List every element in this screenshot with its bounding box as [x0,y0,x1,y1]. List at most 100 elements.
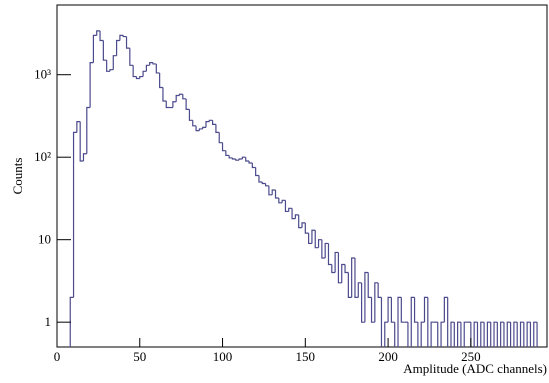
histogram-bin [96,30,101,36]
x-tick-label: 100 [213,349,233,364]
histogram-bin [221,142,226,152]
histogram-bin [195,125,200,132]
histogram-bin [490,322,492,347]
histogram-bin [457,321,461,347]
histogram-bin [453,322,455,347]
histogram-bin [255,167,259,177]
histogram-bin [139,75,144,79]
histogram-bin [122,35,127,38]
histogram-bin [443,296,448,323]
histogram-bin [212,120,216,125]
histogram-bin [132,65,137,78]
histogram-bin [463,321,468,347]
histogram-bin [364,271,369,323]
histogram-bin [321,239,326,259]
y-tick-label: 10² [34,149,51,164]
histogram-bin [119,34,124,41]
histogram-bin [473,321,478,347]
histogram-bin [394,322,396,347]
histogram-bin [76,121,81,133]
histogram-bin [410,296,415,347]
histogram-bin [314,230,319,249]
histogram-bin [228,155,233,159]
histogram-bin [334,251,339,273]
histogram-bin [440,321,445,347]
histogram-bin [480,321,485,347]
histogram-bin [92,34,97,63]
x-axis-title: Amplitude (ADC channels) [403,361,547,376]
histogram-bin [304,222,309,234]
histogram-bin [327,243,332,266]
histogram-bin [109,69,114,72]
histogram-bin [162,87,167,102]
histogram-bin [271,189,276,195]
histogram-bin [384,321,389,347]
histogram-bin [86,106,91,154]
histogram-bin [450,321,455,347]
histogram-bin [258,175,263,183]
histogram-bin [284,200,289,213]
histogram-bin [135,76,140,80]
histogram-bin [79,121,84,162]
histogram-bin [218,132,223,144]
histogram-bin [374,282,379,323]
histogram-bin [526,321,531,347]
histogram-bin [324,242,329,258]
histogram-bin [427,297,429,347]
histogram-bin [516,322,518,347]
histogram-bin [182,94,187,100]
x-tick-label: 250 [461,349,481,364]
histogram-bin [413,297,418,323]
histogram-bin [99,30,104,42]
histogram-bin [198,128,203,131]
histogram-bin [264,183,269,187]
histogram-bin [423,296,428,323]
histogram-bin [298,214,302,229]
histogram-bin [208,119,213,122]
histogram-bin [238,158,243,161]
histogram-bin [344,264,349,274]
histogram-bin [178,93,183,96]
histogram-bin [268,185,273,196]
histogram-bin [185,98,190,110]
histogram-bin [142,70,147,77]
histogram [69,30,538,347]
histogram-bin [493,321,498,347]
histogram-bin [331,264,336,274]
histogram-bin [294,214,299,219]
histogram-bin [261,182,266,185]
histogram-bin [82,153,87,161]
histogram-bin [357,282,362,298]
histogram-bin [308,233,312,245]
histogram-bin [129,48,134,66]
histogram-bin [367,272,372,298]
histogram-bin [159,72,163,89]
histogram-bin [291,208,296,220]
histogram-bin [486,321,491,347]
histogram-bin [380,297,383,347]
histogram-bin [430,321,435,347]
histogram-bin [533,321,538,347]
histogram-bin [536,322,538,347]
x-tick-label: 150 [296,349,316,364]
histogram-bin [447,297,449,347]
plot-frame [56,4,548,348]
histogram-bin [89,62,94,108]
histogram-bin [317,239,322,248]
histogram-bin [152,62,157,65]
histogram-bin [301,222,306,228]
histogram-bin [347,272,352,298]
histogram-bin [337,252,342,284]
histogram-bin [377,282,382,298]
histogram-bin [125,36,130,49]
histogram-bin [341,263,346,283]
histogram-bin [202,126,206,129]
histogram-bin [205,121,210,128]
histogram-bin [278,198,283,204]
histogram-bin [506,321,511,347]
histogram-bin [513,321,518,347]
histogram-bin [417,322,419,347]
histogram-bin [115,39,120,56]
histogram-bin [529,322,532,347]
